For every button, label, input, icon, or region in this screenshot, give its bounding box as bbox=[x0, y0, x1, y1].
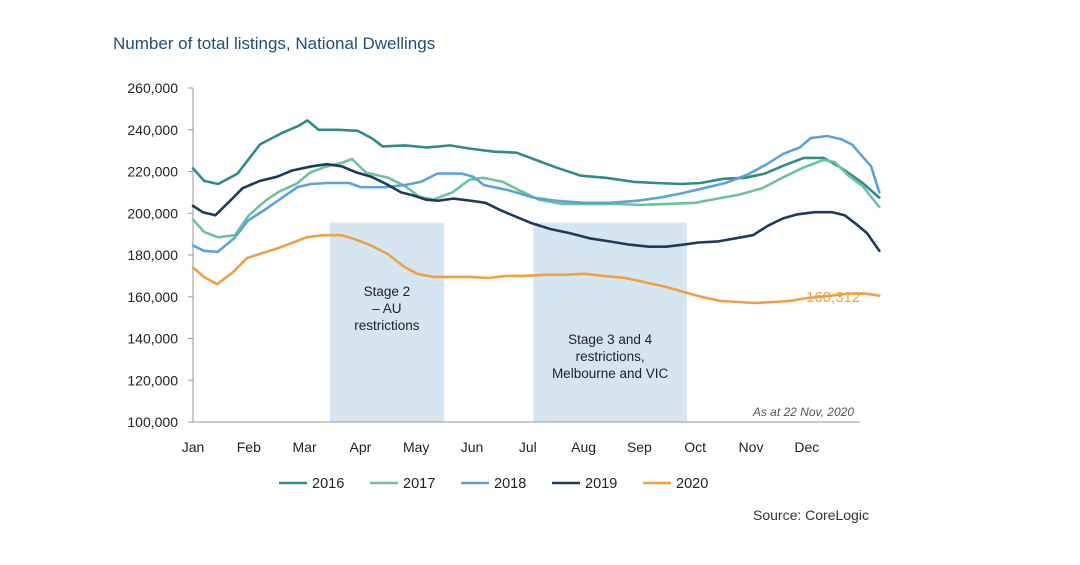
end-value-label: 160,312 bbox=[806, 289, 860, 306]
legend-label-2019: 2019 bbox=[585, 476, 617, 492]
x-tick-label: May bbox=[403, 439, 429, 455]
series-line-2017 bbox=[191, 157, 881, 239]
shaded-region-1 bbox=[329, 222, 445, 422]
as-at-annotation: As at 22 Nov, 2020 bbox=[752, 405, 855, 419]
x-tick-label: Jan bbox=[182, 439, 205, 455]
shaded-region-2-label-line: Melbourne and VIC bbox=[552, 366, 669, 381]
legend: 2016 2017 2018 2019 2020 bbox=[279, 476, 708, 492]
source-note: Source: CoreLogic bbox=[753, 507, 869, 523]
x-tick-label: Mar bbox=[293, 439, 317, 455]
y-tick-label: 160,000 bbox=[127, 289, 178, 305]
chart-title: Number of total listings, National Dwell… bbox=[113, 34, 435, 53]
shaded-region-1-label-line: Stage 2 bbox=[364, 284, 411, 299]
y-tick-label: 140,000 bbox=[127, 331, 178, 347]
x-tick-label: Aug bbox=[571, 439, 596, 455]
y-tick-label: 220,000 bbox=[127, 164, 178, 180]
shaded-regions: Stage 2 – AU restrictions Stage 3 and 4 rest… bbox=[329, 222, 687, 422]
x-tick-label: Apr bbox=[350, 439, 372, 455]
x-tick-label: Sep bbox=[627, 439, 652, 455]
x-tick-label: Nov bbox=[739, 439, 764, 455]
y-axis: 260,000 240,000 220,000 200,000 180,000 160,0… bbox=[127, 80, 194, 430]
series-line-2016 bbox=[191, 119, 881, 199]
x-tick-label: Jun bbox=[461, 439, 484, 455]
y-tick-label: 200,000 bbox=[127, 205, 178, 221]
legend-label-2018: 2018 bbox=[494, 476, 526, 492]
shaded-region-2-label-line: restrictions, bbox=[576, 349, 645, 364]
shaded-region-1-label-line: – AU bbox=[372, 301, 401, 316]
shaded-region-1-label-line: restrictions bbox=[354, 318, 420, 333]
x-tick-label: Jul bbox=[519, 439, 537, 455]
legend-label-2017: 2017 bbox=[403, 476, 435, 492]
x-tick-label: Oct bbox=[684, 439, 706, 455]
y-tick-label: 240,000 bbox=[127, 122, 178, 138]
shaded-region-2 bbox=[533, 222, 687, 422]
legend-label-2020: 2020 bbox=[676, 476, 708, 492]
y-tick-label: 180,000 bbox=[127, 247, 178, 263]
y-tick-label: 120,000 bbox=[127, 372, 178, 388]
y-tick-label: 260,000 bbox=[127, 80, 178, 96]
series-line-2018 bbox=[191, 134, 881, 254]
series-lines bbox=[191, 119, 881, 305]
x-tick-label: Feb bbox=[237, 439, 261, 455]
shaded-region-2-label-line: Stage 3 and 4 bbox=[568, 332, 653, 347]
series-line-2020 bbox=[191, 233, 881, 305]
legend-label-2016: 2016 bbox=[312, 476, 344, 492]
series-line-2019 bbox=[191, 162, 881, 253]
x-axis: Jan Feb Mar Apr May Jun Jul Aug Sep Oct Nov Dec bbox=[182, 421, 860, 455]
y-tick-label: 100,000 bbox=[127, 414, 178, 430]
x-tick-label: Dec bbox=[794, 439, 819, 455]
